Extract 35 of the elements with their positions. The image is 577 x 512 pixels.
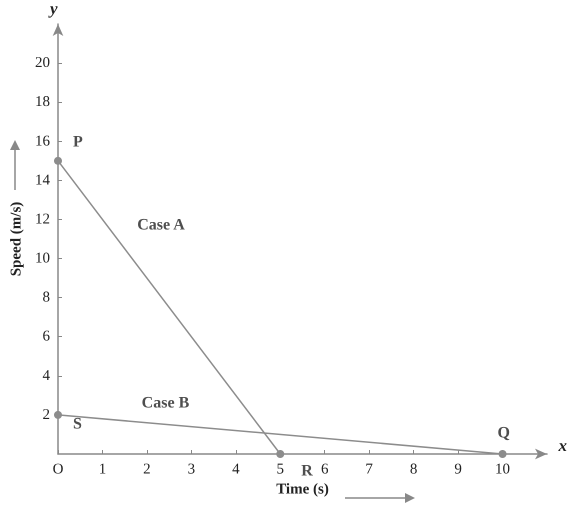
text: y (48, 0, 58, 18)
y-tick-label: 16 (35, 133, 50, 150)
x-tick-label: 9 (454, 462, 462, 478)
point (276, 450, 284, 458)
y-tick-label: 2 (42, 406, 50, 423)
y-tick-label: 14 (35, 172, 50, 188)
x-tick-label: 6 (320, 462, 329, 478)
y-tick-label: 12 (35, 211, 50, 228)
x-tick-label: O (52, 462, 64, 478)
y-tick-label: 20 (35, 55, 50, 72)
annotation: R (301, 462, 314, 480)
x-axis-title: Time (s) (276, 482, 329, 498)
y-tick-label: 4 (42, 368, 50, 384)
point (498, 450, 507, 458)
y-tick-label: 6 (42, 328, 50, 345)
annotation: Q (498, 424, 510, 442)
x-tick-label: 8 (410, 462, 418, 478)
x-tick-label: 2 (143, 462, 151, 478)
x-tick-label: 3 (188, 462, 196, 478)
annotation: S (73, 415, 82, 432)
x-tick-label: 1 (98, 462, 106, 478)
x-tick-label: 7 (365, 462, 374, 478)
text: x (558, 436, 568, 455)
series-label: Case A (137, 216, 186, 234)
y-tick-label: 10 (35, 250, 50, 267)
annotation: P (73, 133, 83, 150)
x-tick-label: 5 (276, 462, 284, 478)
x-tick-label: 4 (232, 462, 240, 478)
point (54, 156, 62, 165)
y-axis-title: Speed (m/s) (8, 202, 25, 276)
x-tick-label: 10 (495, 462, 510, 478)
y-tick-label: 8 (42, 290, 50, 306)
y-tick-label: 18 (35, 94, 50, 110)
series-label: Case B (142, 394, 190, 412)
point (54, 410, 62, 419)
